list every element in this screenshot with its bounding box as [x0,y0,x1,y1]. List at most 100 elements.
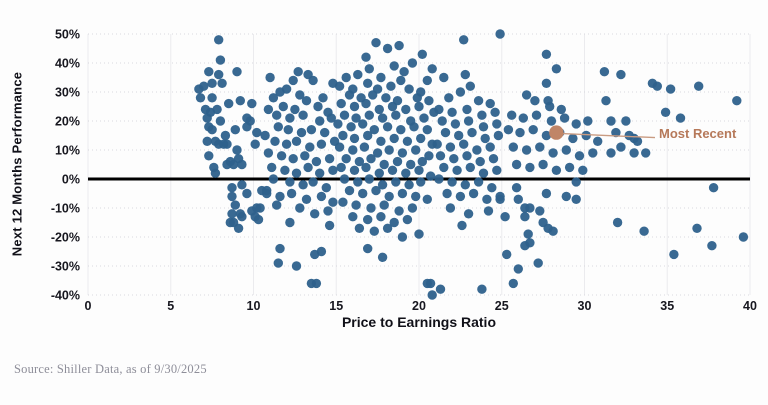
data-point [220,130,231,141]
data-point [561,145,571,155]
data-point [445,203,456,213]
data-point [293,67,303,77]
data-point [280,165,290,175]
data-point [387,165,398,175]
data-point [281,139,292,149]
data-point [707,241,717,251]
data-point [268,174,279,184]
annotation-connector [562,132,656,139]
data-point [368,90,378,100]
data-point [320,127,330,138]
y-tick-label: 30% [55,86,80,100]
data-point [308,177,318,187]
data-point [520,241,530,251]
data-point [328,165,338,175]
data-point [242,122,252,132]
data-point [311,156,322,167]
data-point [263,148,274,158]
data-point [545,101,555,112]
data-point [559,113,570,123]
data-point [316,191,327,202]
data-point [338,130,348,141]
data-point [485,142,495,152]
data-point [267,162,277,173]
data-point [445,142,456,152]
data-point [548,148,558,158]
data-point [495,194,505,204]
data-point [455,87,466,97]
data-point [475,156,485,167]
data-point [281,84,292,94]
data-point [511,183,522,193]
data-point [227,191,237,202]
data-point [447,177,457,187]
data-point [487,183,497,193]
data-point [382,223,393,233]
data-point [232,67,242,77]
data-point [480,133,490,144]
data-point [402,214,413,225]
data-point [207,125,217,135]
data-point [377,113,388,123]
data-point [341,154,351,164]
x-tick-label: 0 [85,299,92,313]
data-point [363,130,373,141]
data-point [401,104,411,115]
data-point [230,125,240,135]
data-point [397,148,408,158]
data-point [427,290,437,300]
data-point [404,180,414,190]
data-point [318,93,328,103]
data-point [450,119,461,129]
data-point [204,67,214,77]
data-point [652,81,662,91]
data-point [324,220,335,231]
data-point [397,232,408,242]
most-recent-label: Most Recent [659,125,737,141]
data-point [440,127,451,138]
data-point [237,180,247,190]
data-point [268,93,279,103]
data-point [339,110,350,120]
data-point [401,168,411,178]
data-point [224,98,234,109]
data-point [546,116,557,126]
data-point [273,122,283,132]
data-point [541,49,552,59]
data-point [462,104,472,115]
data-point [303,162,313,173]
data-point [611,127,621,138]
data-point [222,159,232,170]
data-point [574,151,585,161]
data-point [621,116,631,126]
x-tick-label: 20 [412,299,426,313]
data-point [316,139,327,149]
data-point [366,203,376,213]
data-point [502,249,512,260]
data-point [372,148,383,158]
data-point [288,75,298,86]
data-point [265,72,275,83]
data-point [363,243,373,254]
data-point [568,133,578,144]
data-point [414,101,424,112]
data-point [344,185,355,196]
x-tick-label: 25 [495,299,509,313]
data-point [270,136,280,146]
data-point [639,226,649,236]
data-point [349,133,360,144]
data-point [310,209,320,219]
data-point [520,212,530,222]
data-point [414,165,424,175]
data-point [541,130,552,141]
data-point [665,84,676,94]
data-point [463,209,474,219]
data-point [250,139,260,149]
data-point [488,154,499,164]
data-point [291,168,302,178]
data-point [738,232,749,242]
x-tick-label: 5 [167,299,174,313]
data-point [336,162,346,173]
data-point [298,110,308,120]
data-point [358,119,368,129]
